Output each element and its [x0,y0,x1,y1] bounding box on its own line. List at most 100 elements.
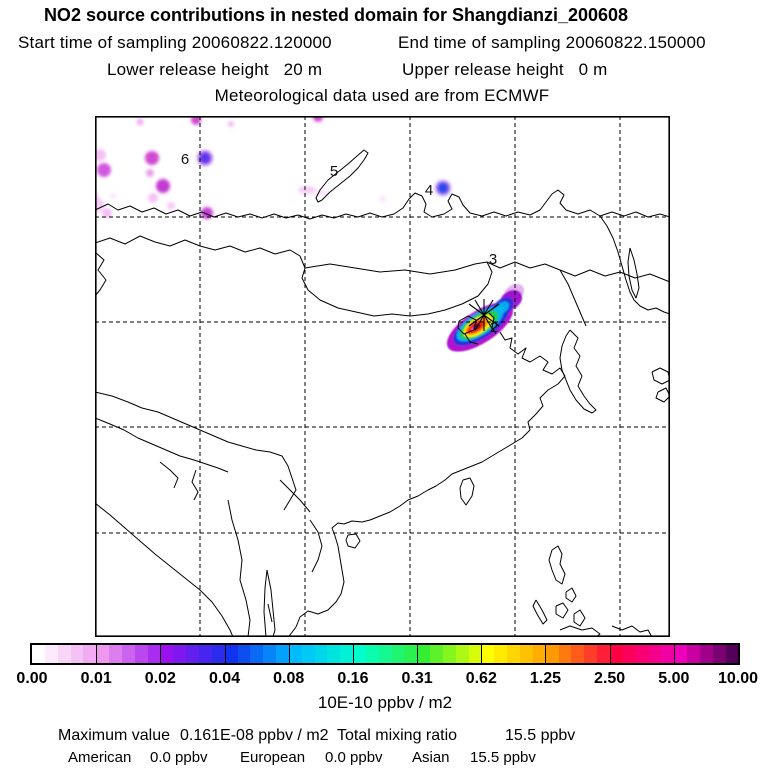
no2-blob [156,179,170,193]
colorbar-tick-label: 1.25 [529,670,562,687]
no2-blob [145,151,159,165]
colorbar-cell [699,645,713,663]
no2-blob [110,193,116,199]
met-data-text: Meteorological data used are from ECMWF [214,86,550,105]
colorbar-units: 10E-10 ppbv / m2 [317,693,453,712]
philippine-island-4 [573,609,586,627]
geography-layer [94,149,671,638]
colorbar-cell [32,645,45,663]
colorbar-cell [353,645,366,663]
colorbar-divider [352,645,354,663]
colorbar-cell [44,645,58,663]
border-amur [486,261,671,283]
map-frame [95,116,671,638]
no2-blob [380,196,386,202]
colorbar-cell [263,645,277,663]
colorbar-cell [648,645,662,663]
border-himalaya-1 [94,391,297,511]
no2-blob [136,118,144,126]
borneo-coast-1 [559,625,601,638]
no2-blob [298,186,316,194]
colorbar-cell [609,645,623,663]
asian-value: 15.5 ppbv [470,749,536,766]
colorbar-cell [83,645,97,663]
colorbar-cell [468,645,482,663]
colorbar-cell [96,645,110,663]
colorbar-cell [134,645,148,663]
colorbar-cell [121,645,135,663]
colorbar-cell [340,645,354,663]
colorbar-cell [186,645,199,663]
american-value: 0.0 ppbv [150,749,208,766]
colorbar-cell [571,645,585,663]
colorbar-divider [224,645,226,663]
colorbar-divider [96,645,98,663]
colorbar-cell [532,645,546,663]
colorbar-cell [57,645,71,663]
colorbar-cell [70,645,84,663]
no2-blob [199,152,211,164]
asian-label: Asian [412,749,450,766]
american-label: American [68,749,132,766]
no2-blob [201,207,213,219]
colorbar-tick-label: 0.62 [465,670,497,687]
colorbar-cell [160,645,174,663]
luzon-island [548,545,566,585]
no2-blob [437,182,449,194]
no2-blob [228,121,234,127]
philippine-island-3 [555,602,569,619]
malay-peninsula [263,569,276,638]
colorbar-divider [417,645,419,663]
colorbar-cell [558,645,572,663]
colorbar-cell [674,645,688,663]
scattered-no2-blobs [90,112,451,219]
lake-baikal [315,149,369,203]
plot-title: NO2 source contributions in nested domai… [43,5,629,25]
european-label: European [240,749,306,766]
coastline-india [94,502,234,638]
colorbar-tick-label: 0.01 [80,670,112,687]
start-time-text: Start time of sampling 20060822.120000 [18,33,332,52]
border-indochina-2 [279,479,311,513]
map-svg: 2 3 4 5 6 [90,112,671,638]
colorbar-cell [250,645,264,663]
colorbar-tick-label: 0.00 [16,670,48,687]
colorbar-tick-label: 10.00 [717,670,759,687]
no2-blob [102,208,112,218]
colorbar-cell [430,645,443,663]
colorbar-cell [173,645,187,663]
border-kazakh [94,235,306,269]
colorbar-cell [545,645,559,663]
no2-blob [148,193,158,203]
region-number-label: 2 [490,319,498,336]
colorbar-tick-label: 0.31 [401,670,433,687]
province-border-b [488,312,497,335]
colorbar-cell [198,645,212,663]
colorbar-cell [455,645,469,663]
colorbar-tick-label: 5.00 [658,670,690,687]
region-number-label: 3 [489,251,497,268]
coastline-china [287,331,566,638]
gridline-layer [95,116,670,637]
no2-blob [94,149,106,161]
colorbar-divider [288,645,290,663]
colorbar-cell [494,645,508,663]
colorbar-cell [712,645,726,663]
border-bangladesh-1 [191,469,199,501]
lower-release-text: Lower release height 20 m [107,60,323,79]
colorbar-divider [545,645,547,663]
colorbar-cell [725,645,739,663]
colorbar-cell [520,645,533,663]
colorbar-cell [635,645,649,663]
end-time-text: End time of sampling 20060822.150000 [398,33,706,52]
colorbar-cell [481,645,495,663]
border-bangladesh-2 [159,461,179,489]
colorbar-cell [404,645,418,663]
colorbar-divider [673,645,675,663]
colorbar-tick-label: 0.08 [273,670,305,687]
japan-island-1 [651,367,671,385]
region-number-label: 6 [181,151,189,168]
colorbar-cell [276,645,289,663]
colorbar-cell [584,645,598,663]
colorbar-tick-label: 0.16 [337,670,369,687]
